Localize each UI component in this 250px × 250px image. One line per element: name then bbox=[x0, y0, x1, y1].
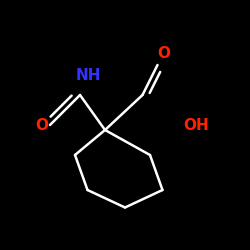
Text: OH: OH bbox=[184, 118, 209, 132]
Text: NH: NH bbox=[76, 68, 102, 82]
Text: O: O bbox=[35, 118, 48, 132]
Text: O: O bbox=[157, 46, 170, 61]
